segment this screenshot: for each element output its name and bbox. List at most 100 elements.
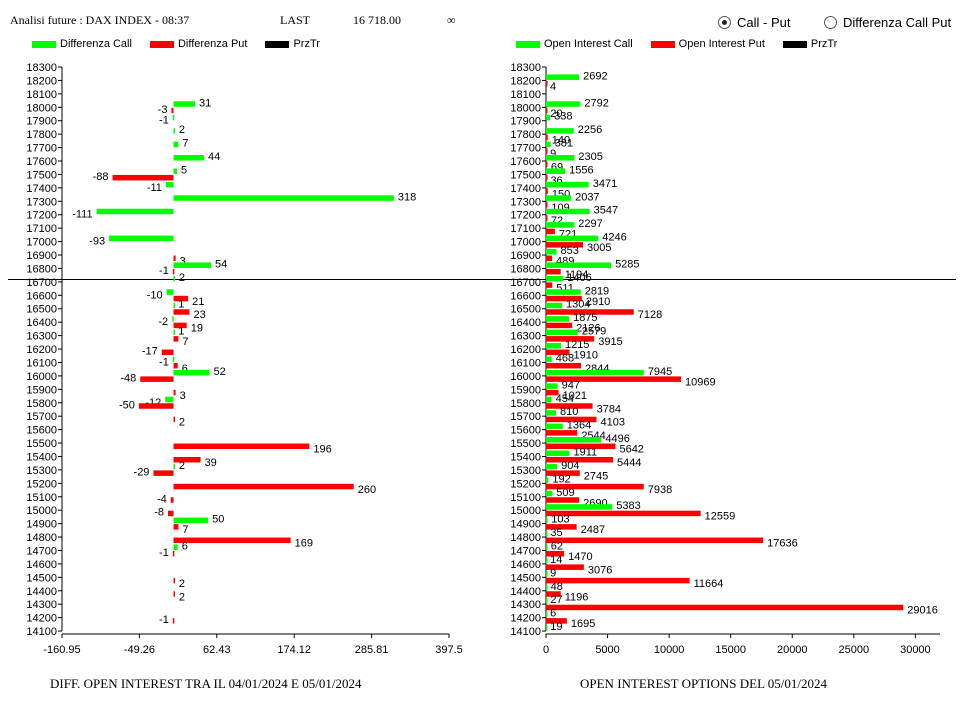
y-tick-label: 17400 [510, 183, 541, 195]
call-value-label: 1875 [573, 312, 597, 324]
put-bar [140, 376, 174, 382]
call-value-label: -11 [147, 182, 162, 194]
put-value-label: -4 [157, 493, 167, 505]
right-legend: Open Interest Call Open Interest Put Prz… [516, 38, 855, 50]
call-value-label: 468 [556, 352, 574, 364]
call-bar [546, 208, 590, 215]
put-value-label: 1021 [563, 390, 587, 402]
y-tick-label: 15200 [26, 478, 57, 490]
call-bar [546, 504, 613, 510]
y-tick-label: 17300 [26, 196, 57, 208]
put-value-label: -48 [120, 372, 136, 384]
put-value-label: 5444 [617, 457, 641, 469]
call-bar [546, 544, 548, 550]
call-bar [173, 195, 394, 201]
put-value-label: 10969 [685, 376, 716, 388]
call-value-label: 381 [555, 138, 573, 150]
put-bar [153, 470, 174, 476]
y-tick-label: 16900 [510, 250, 541, 262]
put-value-label: 2126 [576, 323, 600, 335]
call-bar [173, 275, 176, 282]
put-value-label: 21 [192, 296, 204, 308]
x-tick-label: 15000 [715, 644, 746, 656]
put-value-label: 1910 [574, 350, 598, 362]
y-tick-label: 18100 [26, 89, 57, 101]
call-value-label: 62 [551, 540, 563, 552]
call-bar [173, 141, 179, 148]
call-bar [546, 128, 574, 134]
y-tick-label: 18300 [26, 62, 57, 74]
y-tick-label: 15700 [26, 411, 57, 423]
y-tick-label: 15600 [510, 425, 541, 437]
put-bar [170, 497, 174, 503]
y-tick-label: 17200 [510, 210, 541, 222]
put-bar [546, 282, 553, 288]
call-bar [165, 181, 174, 188]
radio-call-put-label: Call - Put [737, 15, 791, 30]
y-tick-label: 17100 [510, 223, 541, 235]
call-value-label: 1556 [569, 164, 593, 176]
call-bar [546, 114, 551, 121]
call-value-label: 2 [179, 460, 185, 472]
call-bar [546, 531, 548, 537]
call-value-label: -10 [147, 289, 163, 301]
put-bar [173, 322, 187, 329]
call-value-label: 54 [215, 258, 227, 270]
y-tick-label: 16200 [510, 344, 541, 356]
put-value-label: 7 [182, 524, 188, 536]
infinity-symbol: ∞ [447, 13, 456, 27]
y-tick-label: 17700 [510, 143, 541, 155]
put-value-label: 7938 [648, 484, 672, 496]
put-bar [546, 550, 565, 557]
legend-label: Differenza Call [60, 38, 132, 50]
put-bar [173, 416, 176, 423]
call-bar [546, 383, 558, 389]
call-value-label: 27 [550, 594, 562, 606]
put-value-label: 29016 [907, 605, 938, 617]
y-tick-label: 14700 [26, 545, 57, 557]
radio-diff-label: Differenza Call Put [843, 15, 952, 30]
y-tick-label: 14700 [510, 545, 541, 557]
put-value-label: -17 [142, 346, 158, 358]
put-value-label: -3 [158, 104, 168, 116]
put-value-label: 2 [179, 591, 185, 603]
y-tick-label: 15800 [510, 398, 541, 410]
call-bar [546, 302, 563, 309]
call-bar [166, 289, 174, 295]
y-tick-label: 18300 [510, 62, 541, 74]
put-value-label: 7128 [638, 309, 662, 321]
y-tick-label: 16100 [510, 357, 541, 369]
put-value-label: 9 [550, 148, 556, 160]
put-bar [173, 443, 310, 450]
y-tick-label: 16600 [26, 290, 57, 302]
call-bar [96, 208, 174, 215]
call-value-label: 44 [208, 151, 220, 163]
put-bar [546, 470, 580, 476]
legend-label: Open Interest Put [678, 38, 765, 50]
x-tick-label: -160.95 [43, 644, 80, 656]
put-bar [546, 591, 561, 597]
put-value-label: 2745 [584, 470, 608, 482]
call-bar [546, 517, 548, 524]
y-tick-label: 15500 [510, 438, 541, 450]
call-value-label: 1 [178, 326, 184, 338]
call-value-label: 5 [181, 164, 187, 176]
left-legend: Differenza Call Differenza Put PrzTr [32, 38, 338, 50]
call-value-label: 35 [550, 527, 562, 539]
put-value-label: 3784 [597, 403, 621, 415]
call-value-label: 338 [554, 111, 572, 123]
put-value-label: 2 [179, 578, 185, 590]
put-bar [546, 456, 614, 463]
call-bar [173, 517, 209, 524]
radio-call-put[interactable]: Call - Put [718, 15, 790, 30]
put-bar [546, 537, 764, 544]
legend-swatch-put [650, 40, 675, 48]
put-value-label: 20 [550, 108, 562, 120]
call-value-label: 7945 [648, 366, 672, 378]
call-value-label: 509 [556, 487, 574, 499]
call-value-label: 4246 [602, 232, 626, 244]
radio-diff-call-put[interactable]: Differenza Call Put [824, 15, 951, 30]
put-bar [173, 389, 176, 396]
y-tick-label: 14400 [26, 586, 57, 598]
legend-swatch-price [782, 40, 807, 48]
